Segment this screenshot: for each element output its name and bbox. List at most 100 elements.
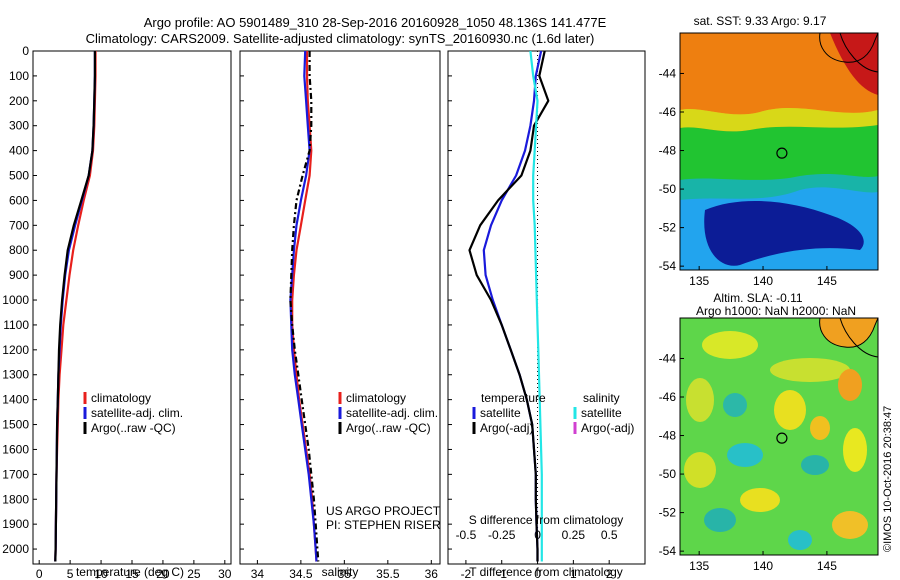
header-line-2: Climatology: CARS2009. Satellite-adjuste…: [86, 31, 595, 46]
legend-label-climatology: climatology: [346, 391, 406, 405]
temperature-plot: 0 5 10 15 20 25 300100200300400500600700800900…: [2, 44, 232, 580]
legend-title-temperature: temperature: [481, 391, 546, 405]
x-tick-label: 25: [187, 567, 201, 580]
sst-map: sat. SST: 9.33 Argo: 9.17 135 140 145 -44 -4…: [659, 14, 879, 288]
legend-label-climatology: climatology: [91, 391, 151, 405]
sla-blob: [740, 488, 780, 512]
x-tick-label: 34.5: [289, 567, 313, 580]
y-tick-label: 1900: [2, 517, 29, 531]
header-line-1: Argo profile: AO 5901489_310 28-Sep-2016…: [144, 15, 607, 30]
x-tick-label: 15: [125, 567, 139, 580]
sla-field: [684, 318, 878, 550]
difference-panel: [447, 50, 646, 565]
pi-annotation: PI: STEPHEN RISER: [326, 518, 441, 532]
map-y-tick-label: -48: [659, 144, 677, 158]
sla-blob: [704, 508, 736, 532]
legend-label-t-satellite: satellite: [480, 406, 521, 420]
x-tick-label: 1: [570, 567, 577, 580]
y-tick-label: 300: [9, 119, 29, 133]
difference-legend: temperature satellite Argo(-adj) salinit…: [472, 391, 634, 435]
sla-blob: [810, 416, 830, 440]
map-y-tick-label: -44: [659, 351, 677, 365]
salinity-legend: climatology satellite-adj. clim. Argo(..…: [338, 391, 438, 435]
sst-field: [680, 33, 878, 270]
y-tick-label: 500: [9, 169, 29, 183]
x-tick-label: 36: [425, 567, 439, 580]
temperature-xlabel: temperature (deg C): [76, 565, 184, 579]
sla-blob: [702, 331, 758, 359]
y-tick-label: 900: [9, 268, 29, 282]
y-tick-label: 1600: [2, 442, 29, 456]
sla-blob: [723, 393, 747, 417]
salinity-tick-label: 0.5: [601, 528, 618, 542]
x-tick-label: 2: [606, 567, 613, 580]
map-x-tick-label: 145: [817, 274, 837, 288]
argo-location-marker: [776, 147, 788, 159]
map-x-tick-label: 140: [753, 559, 773, 573]
legend-label-satellite: satellite-adj. clim.: [91, 406, 183, 420]
y-tick-label: 1100: [3, 318, 29, 332]
tasmania-coastline: [819, 318, 878, 348]
s-difference-xlabel: S difference from climatology: [469, 513, 624, 527]
x-tick-label: 35: [338, 567, 352, 580]
sla-map: Altim. SLA: -0.11 Argo h1000: NaN h2000:…: [659, 291, 879, 573]
x-tick-label: -2: [461, 567, 472, 580]
y-tick-label: 600: [9, 193, 29, 207]
series-line: [289, 51, 320, 562]
legend-label-s-satellite: satellite: [581, 406, 622, 420]
sla-map-subtitle: Argo h1000: NaN h2000: NaN: [696, 304, 856, 318]
sla-map-title: Altim. SLA: -0.11: [713, 291, 802, 305]
y-tick-label: 400: [9, 144, 29, 158]
map-y-tick-label: -54: [659, 259, 677, 273]
map-y-tick-label: -50: [659, 182, 677, 196]
x-tick-label: 10: [94, 567, 108, 580]
sla-blob: [770, 358, 850, 382]
sla-blob: [774, 390, 806, 430]
map-y-tick-label: -52: [659, 221, 677, 235]
map-x-tick-label: 140: [753, 274, 773, 288]
sla-blob: [838, 369, 862, 401]
y-tick-label: 700: [9, 218, 29, 232]
y-tick-label: 2000: [2, 542, 29, 556]
sla-map-axes: 135 140 145 -44 -46 -48 -50 -52 -54: [659, 351, 838, 573]
map-y-tick-label: -46: [659, 390, 677, 404]
map-y-tick-label: -54: [659, 544, 677, 558]
y-tick-label: 1700: [2, 467, 29, 481]
y-tick-label: 1300: [2, 368, 29, 382]
series-line: [54, 51, 97, 562]
sla-blob: [684, 452, 716, 488]
sst-map-title: sat. SST: 9.33 Argo: 9.17: [694, 14, 827, 28]
y-tick-label: 0: [22, 44, 29, 58]
sla-blob: [788, 530, 812, 550]
map-y-tick-label: -48: [659, 429, 677, 443]
y-tick-label: 800: [9, 243, 29, 257]
legend-label-satellite: satellite-adj. clim.: [346, 406, 438, 420]
salinity-xlabel: salinity: [322, 565, 359, 579]
legend-label-argo: Argo(..raw -QC): [346, 421, 431, 435]
sst-map-frame: [679, 32, 879, 271]
y-tick-label: 1800: [2, 492, 29, 506]
y-tick-label: 1500: [2, 418, 29, 432]
x-tick-label: -1: [496, 567, 507, 580]
salinity-tick-label: -0.5: [456, 528, 477, 542]
coast-contour: [839, 33, 878, 73]
y-tick-label: 1200: [2, 343, 29, 357]
salinity-tick-label: 0.25: [562, 528, 586, 542]
y-tick-label: 100: [9, 69, 29, 83]
argo-location-marker: [776, 432, 788, 444]
sst-hot-corner: [830, 33, 878, 95]
x-tick-label: 20: [156, 567, 170, 580]
x-tick-label: 5: [67, 567, 74, 580]
sst-yellow-band: [680, 108, 878, 132]
series-line: [529, 50, 543, 562]
map-y-tick-label: -46: [659, 105, 677, 119]
x-tick-label: 34: [251, 567, 265, 580]
x-tick-label: 35.5: [376, 567, 400, 580]
salinity-panel: [239, 50, 441, 565]
y-tick-label: 1400: [2, 393, 29, 407]
sla-blob: [727, 443, 763, 467]
sla-map-frame: [679, 317, 879, 556]
sla-blob: [801, 455, 829, 475]
